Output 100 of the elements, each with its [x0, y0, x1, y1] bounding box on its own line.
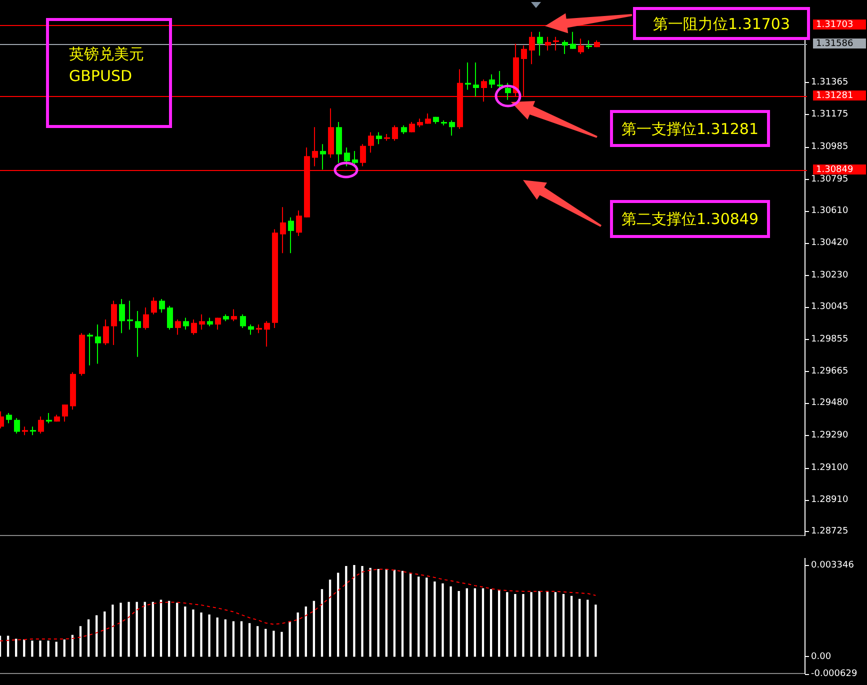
candlestick — [151, 296, 157, 315]
candlestick — [135, 310, 141, 358]
candlestick — [449, 120, 455, 136]
ref-line-label: 1.30849 — [816, 164, 854, 175]
y-tick-label: 1.30610 — [811, 206, 848, 216]
candlestick — [6, 412, 12, 424]
bar — [168, 600, 170, 657]
candlestick — [392, 124, 398, 142]
bar — [514, 594, 516, 657]
bar — [136, 602, 138, 657]
bar — [296, 612, 299, 657]
bar — [6, 636, 10, 657]
candlestick — [352, 150, 358, 167]
bar — [96, 615, 98, 657]
bar — [458, 591, 460, 657]
bar — [361, 566, 364, 657]
bar — [176, 602, 178, 657]
bar — [63, 640, 66, 657]
bar — [152, 602, 154, 657]
annotation: 第一阻力位1.31703 — [633, 7, 810, 40]
y-tick-label: 1.29665 — [811, 366, 848, 377]
candlestick — [288, 216, 294, 254]
bar — [393, 570, 396, 657]
annotation: 第一支撑位1.31281 — [610, 110, 770, 147]
bar — [272, 630, 275, 657]
bar — [570, 596, 573, 657]
candlestick — [529, 31, 535, 65]
bar — [474, 588, 476, 657]
bar — [418, 576, 420, 657]
candlestick — [296, 210, 302, 237]
bar — [288, 621, 291, 657]
candlestick — [562, 40, 568, 54]
text: 英镑兑美元 GBPUSD — [46, 18, 172, 128]
candlestick — [344, 147, 350, 167]
candlestick — [360, 144, 366, 167]
bar — [554, 592, 557, 657]
y-tick-label: 1.28910 — [811, 495, 848, 506]
bar — [450, 586, 452, 657]
bar — [337, 572, 340, 657]
y-tick-label: 1.30795 — [811, 174, 848, 184]
bar — [256, 626, 259, 657]
candlestick — [167, 305, 173, 330]
bar — [490, 589, 492, 657]
bar — [71, 634, 74, 657]
bar — [79, 626, 82, 657]
bar — [240, 621, 243, 657]
ref-line-label: 1.31703 — [816, 20, 854, 30]
y-tick-label: 1.29480 — [811, 398, 848, 408]
candlestick — [376, 132, 382, 145]
bar — [586, 600, 589, 657]
bar — [160, 600, 162, 657]
candlestick — [537, 31, 543, 56]
bar — [482, 588, 484, 657]
candlestick — [143, 307, 149, 330]
bar — [120, 602, 122, 657]
candlestick — [368, 132, 374, 154]
bar — [23, 640, 26, 657]
bar — [345, 566, 348, 657]
bar — [55, 642, 58, 657]
candlestick — [320, 144, 326, 170]
candlestick — [14, 418, 20, 434]
candlestick — [175, 318, 181, 336]
y-tick-label: 1.30985 — [811, 142, 848, 152]
bar — [304, 606, 307, 657]
bar — [200, 612, 202, 657]
y-tick-label: 1.31365 — [811, 77, 848, 88]
bar — [112, 604, 114, 657]
bar — [192, 610, 194, 657]
y-tick-label: -0.000629 — [811, 668, 858, 679]
y-tick-label: 1.29100 — [811, 462, 848, 473]
y-tick-label: 1.29290 — [811, 430, 848, 441]
bar — [506, 592, 508, 657]
candlestick — [62, 404, 68, 422]
candlestick — [38, 416, 44, 434]
y-tick-label: 1.31175 — [811, 110, 848, 120]
bar — [594, 604, 597, 657]
bar — [578, 598, 581, 657]
candlestick — [191, 318, 197, 336]
bar — [353, 564, 356, 657]
bar — [39, 640, 42, 657]
bar — [434, 581, 436, 657]
line-series — [0, 568, 596, 642]
candlestick — [264, 320, 270, 348]
candlestick — [119, 298, 125, 334]
bar — [216, 617, 218, 657]
candlestick — [231, 308, 237, 322]
bar — [184, 606, 186, 657]
bar — [377, 568, 380, 657]
bar — [232, 621, 235, 657]
bar — [562, 594, 565, 657]
candlestick — [312, 126, 318, 167]
y-tick-label: 1.30230 — [811, 270, 848, 281]
candlestick — [578, 38, 584, 54]
bar — [546, 591, 548, 657]
candlestick — [240, 314, 246, 328]
candlestick — [570, 31, 576, 50]
y-tick-label: 1.29855 — [811, 334, 848, 344]
annotation: 第二支撑位1.30849 — [610, 200, 770, 238]
bar — [442, 583, 444, 657]
candlestick — [111, 300, 117, 346]
